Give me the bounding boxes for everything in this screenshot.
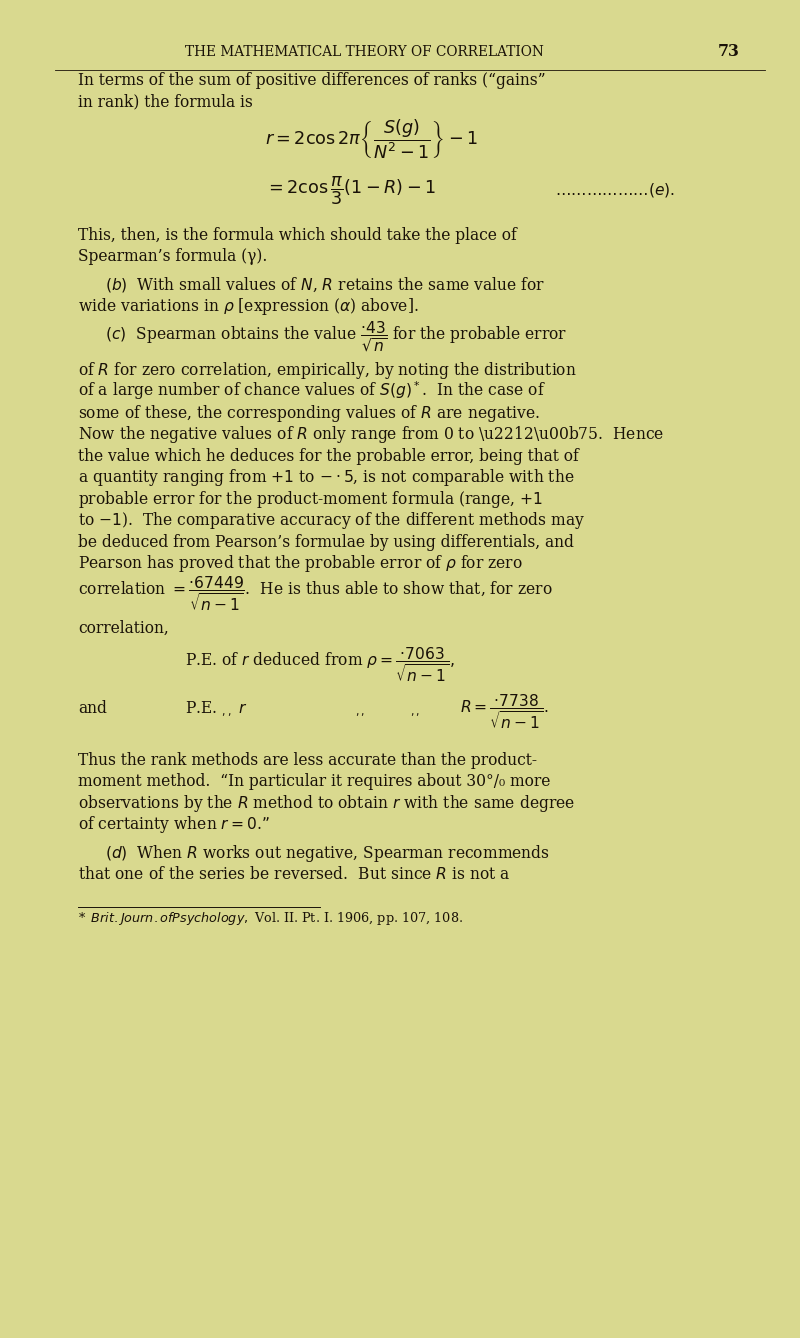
- Text: observations by the $R$ method to obtain $r$ with the same degree: observations by the $R$ method to obtain…: [78, 793, 575, 814]
- Text: $_{,,}$: $_{,,}$: [410, 702, 420, 720]
- Text: in rank) the formula is: in rank) the formula is: [78, 94, 253, 111]
- Text: $\ldots\ldots\ldots\ldots\ldots\ldots(e).$: $\ldots\ldots\ldots\ldots\ldots\ldots(e)…: [555, 181, 675, 199]
- Text: *  $Brit. Journ. of Psychology,$ Vol. ΙΙ. Pt. Ι. 1906, pp. 107, 108.: * $Brit. Journ. of Psychology,$ Vol. ΙΙ.…: [78, 910, 463, 927]
- Text: Thus the rank methods are less accurate than the product-: Thus the rank methods are less accurate …: [78, 752, 537, 769]
- Text: P.E. of $r$ deduced from $\rho = \dfrac{\cdot7063}{\sqrt{n-1}},$: P.E. of $r$ deduced from $\rho = \dfrac{…: [185, 645, 454, 684]
- Text: Now the negative values of $R$ only range from 0 to \u2212\u00b75.  Hence: Now the negative values of $R$ only rang…: [78, 424, 664, 446]
- Text: correlation,: correlation,: [78, 619, 169, 637]
- Text: be deduced from Pearson’s formulae by using differentials, and: be deduced from Pearson’s formulae by us…: [78, 534, 574, 551]
- Text: Spearman’s formula (γ).: Spearman’s formula (γ).: [78, 248, 267, 265]
- Text: of certainty when $r = 0$.”: of certainty when $r = 0$.”: [78, 815, 270, 835]
- Text: to $-1$).  The comparative accuracy of the different methods may: to $-1$). The comparative accuracy of th…: [78, 511, 585, 531]
- Text: probable error for the product-moment formula (range, $+1$: probable error for the product-moment fo…: [78, 488, 543, 510]
- Text: of a large number of chance values of $S(g)^*$.  In the case of: of a large number of chance values of $S…: [78, 380, 546, 403]
- Text: $R=\dfrac{\cdot7738}{\sqrt{n-1}}.$: $R=\dfrac{\cdot7738}{\sqrt{n-1}}.$: [460, 693, 549, 732]
- Text: and: and: [78, 701, 107, 717]
- Text: moment method.  “In particular it requires about 30°/₀ more: moment method. “In particular it require…: [78, 773, 550, 791]
- Text: $(b)$  With small values of $N$, $R$ retains the same value for: $(b)$ With small values of $N$, $R$ reta…: [105, 276, 546, 294]
- Text: some of these, the corresponding values of $R$ are negative.: some of these, the corresponding values …: [78, 403, 540, 424]
- Text: $(d)$  When $R$ works out negative, Spearman recommends: $(d)$ When $R$ works out negative, Spear…: [105, 843, 550, 864]
- Text: the value which he deduces for the probable error, being that of: the value which he deduces for the proba…: [78, 448, 578, 466]
- Text: wide variations in $\rho$ [expression ($\alpha$) above].: wide variations in $\rho$ [expression ($…: [78, 296, 418, 317]
- Text: This, then, is the formula which should take the place of: This, then, is the formula which should …: [78, 226, 517, 244]
- Text: P.E. $_{,,}$ $r$: P.E. $_{,,}$ $r$: [185, 700, 247, 720]
- Text: $= 2\cos\dfrac{\pi}{3}(1-R)-1$: $= 2\cos\dfrac{\pi}{3}(1-R)-1$: [265, 175, 436, 207]
- Text: $r = 2\cos 2\pi \left\{\dfrac{S(g)}{N^2-1}\right\} - 1$: $r = 2\cos 2\pi \left\{\dfrac{S(g)}{N^2-…: [265, 116, 478, 161]
- Text: 73: 73: [718, 43, 740, 60]
- Text: THE MATHEMATICAL THEORY OF CORRELATION: THE MATHEMATICAL THEORY OF CORRELATION: [185, 45, 544, 59]
- Text: correlation $=\dfrac{\cdot67449}{\sqrt{n-1}}$.  He is thus able to show that, fo: correlation $=\dfrac{\cdot67449}{\sqrt{n…: [78, 574, 553, 613]
- Text: $_{,,}$: $_{,,}$: [355, 702, 365, 720]
- Text: a quantity ranging from $+1$ to $-\cdot5$, is not comparable with the: a quantity ranging from $+1$ to $-\cdot5…: [78, 467, 574, 488]
- Text: of $R$ for zero correlation, empirically, by noting the distribution: of $R$ for zero correlation, empirically…: [78, 360, 577, 381]
- Text: In terms of the sum of positive differences of ranks (“gains”: In terms of the sum of positive differen…: [78, 72, 546, 90]
- Text: Pearson has proved that the probable error of $\rho$ for zero: Pearson has proved that the probable err…: [78, 554, 522, 574]
- Text: that one of the series be reversed.  But since $R$ is not a: that one of the series be reversed. But …: [78, 867, 510, 883]
- Text: $(c)$  Spearman obtains the value $\dfrac{\cdot43}{\sqrt{n}}$ for the probable e: $(c)$ Spearman obtains the value $\dfrac…: [105, 320, 567, 353]
